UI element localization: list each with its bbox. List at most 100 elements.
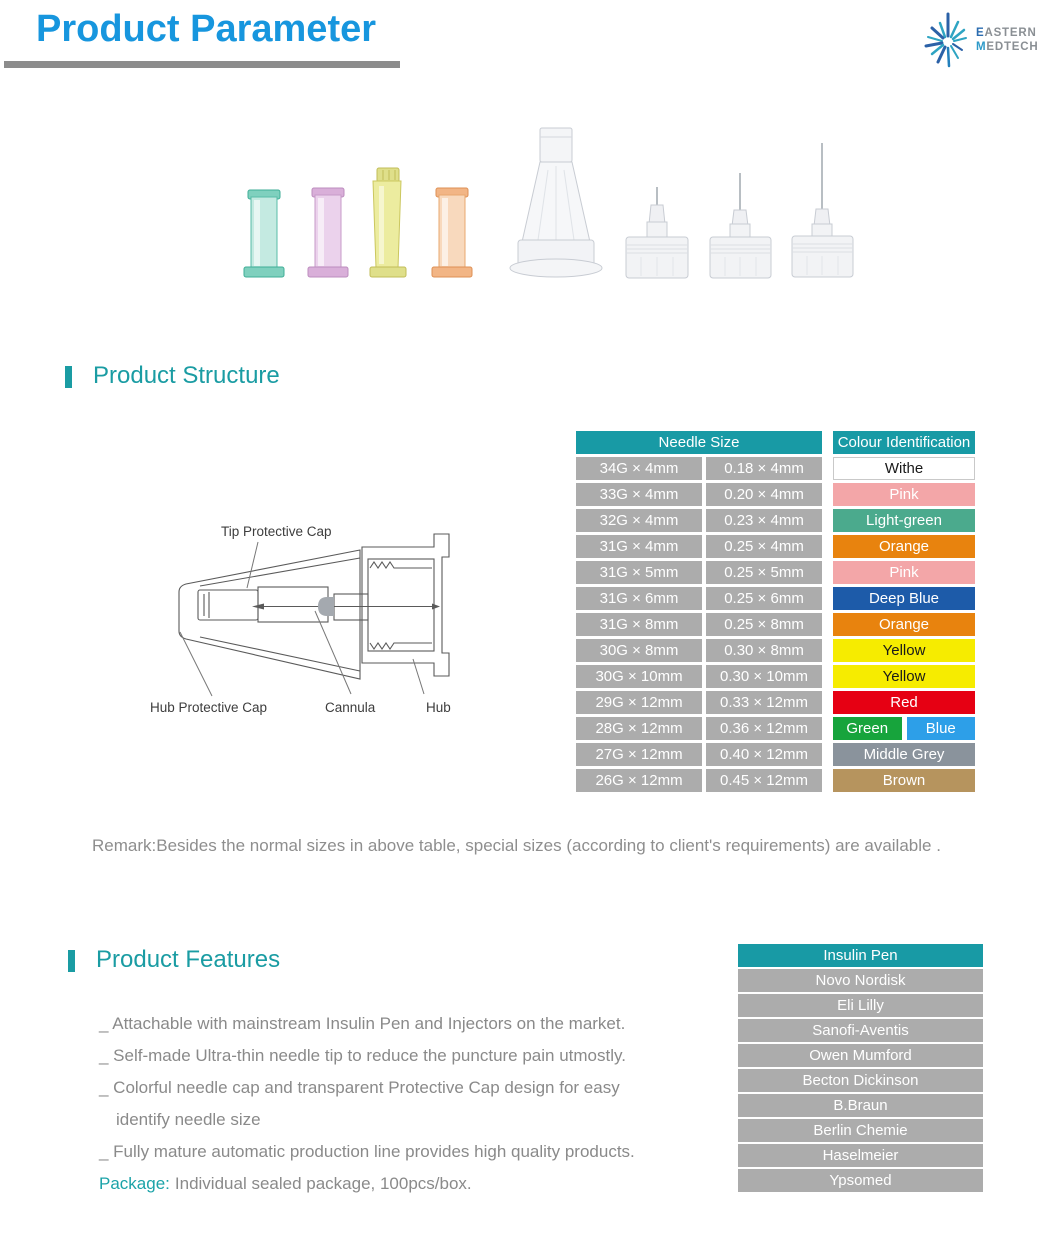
pen-needle-short: [625, 187, 689, 279]
insulin-pen-row: Haselmeier: [738, 1144, 983, 1167]
needle-size-header-cell: Needle Size: [576, 431, 822, 454]
needle-table-row: 28G × 12mm 0.36 × 12mm Green Blue: [576, 717, 976, 740]
colour-cells: Orange: [833, 613, 975, 636]
colour-cells: Orange: [833, 535, 975, 558]
needle-size-cell: 0.40 × 12mm: [706, 743, 822, 766]
insulin-pen-row: Ypsomed: [738, 1169, 983, 1192]
needle-size-cell: 0.33 × 12mm: [706, 691, 822, 714]
needle-size-table: Needle Size Colour Identification 34G × …: [576, 431, 976, 795]
structure-section-title: Product Structure: [93, 362, 280, 389]
feature-item: _ Self-made Ultra-thin needle tip to red…: [99, 1046, 626, 1065]
diagram-label-tip-cap: Tip Protective Cap: [221, 524, 332, 539]
insulin-pen-row: Owen Mumford: [738, 1044, 983, 1067]
needle-table-row: 27G × 12mm 0.40 × 12mm Middle Grey: [576, 743, 976, 766]
colour-cell: Light-green: [833, 509, 975, 532]
needle-gauge-cell: 30G × 8mm: [576, 639, 702, 662]
feature-items: _ Attachable with mainstream Insulin Pen…: [99, 1008, 719, 1168]
needle-cap-orange: [431, 187, 473, 278]
logo-starburst-icon: [924, 12, 967, 68]
colour-cells: Middle Grey: [833, 743, 975, 766]
needle-table-row: 30G × 10mm 0.30 × 10mm Yellow: [576, 665, 976, 688]
pen-needle-long: [791, 143, 854, 278]
needle-gauge-cell: 29G × 12mm: [576, 691, 702, 714]
colour-cell: Middle Grey: [833, 743, 975, 766]
colour-cells: Yellow: [833, 665, 975, 688]
colour-cell: Orange: [833, 535, 975, 558]
insulin-pen-table-rows: Novo Nordisk Eli Lilly Sanofi-Aventis Owen …: [738, 969, 983, 1192]
colour-cells: Pink: [833, 561, 975, 584]
package-line: Package: Individual sealed package, 100pc…: [99, 1168, 719, 1200]
heading-bar: [68, 950, 75, 972]
structure-section-heading: Product Structure: [65, 362, 280, 390]
colour-cells: Pink: [833, 483, 975, 506]
colour-cells: Deep Blue: [833, 587, 975, 610]
title-underline: [4, 61, 400, 68]
colour-cell: Blue: [906, 717, 975, 740]
remark-text: Remark:Besides the normal sizes in above…: [92, 836, 941, 855]
structure-diagram: Tip Protective Cap Hub Protective Cap Ca…: [150, 524, 451, 715]
insulin-pen-row: Novo Nordisk: [738, 969, 983, 992]
needle-table-row: 26G × 12mm 0.45 × 12mm Brown: [576, 769, 976, 792]
needle-table-row: 31G × 4mm 0.25 × 4mm Orange: [576, 535, 976, 558]
heading-bar: [65, 366, 72, 388]
colour-cells: Light-green: [833, 509, 975, 532]
needle-table-row: 29G × 12mm 0.33 × 12mm Red: [576, 691, 976, 714]
colour-cell: Red: [833, 691, 975, 714]
colour-cell: Green: [833, 717, 902, 740]
needle-cap-yellow: [369, 167, 407, 278]
insulin-pen-row: Eli Lilly: [738, 994, 983, 1017]
colour-cells: Withe: [833, 457, 975, 480]
needle-gauge-cell: 30G × 10mm: [576, 665, 702, 688]
colour-cell: Pink: [833, 483, 975, 506]
logo-graphic: EASTERN MEDTECH: [924, 12, 1038, 68]
needle-cap-pink: [307, 187, 349, 278]
colour-cell: Deep Blue: [833, 587, 975, 610]
colour-cell: Orange: [833, 613, 975, 636]
feature-item: _ Colorful needle cap and transparent Pr…: [99, 1078, 620, 1097]
needle-size-cell: 0.25 × 4mm: [706, 535, 822, 558]
colour-cell: Pink: [833, 561, 975, 584]
pen-needle-medium: [709, 173, 772, 279]
colour-cell: Yellow: [833, 639, 975, 662]
needle-table-row: 31G × 6mm 0.25 × 6mm Deep Blue: [576, 587, 976, 610]
needle-gauge-cell: 32G × 4mm: [576, 509, 702, 532]
diagram-label-cannula: Cannula: [325, 700, 376, 715]
logo-text-medtech: MEDTECH: [976, 41, 1038, 53]
insulin-pen-table: Insulin Pen Novo Nordisk Eli Lilly Sanofi-…: [738, 944, 983, 1194]
logo-text-eastern: EASTERN: [976, 27, 1037, 39]
insulin-pen-row: B.Braun: [738, 1094, 983, 1117]
feature-item: identify needle size: [116, 1110, 261, 1129]
diagram-label-hub: Hub: [426, 700, 451, 715]
company-logo: EASTERN MEDTECH: [918, 2, 1058, 80]
feature-item: _ Fully mature automatic production line…: [99, 1142, 635, 1161]
needle-size-cell: 0.30 × 8mm: [706, 639, 822, 662]
needle-gauge-cell: 34G × 4mm: [576, 457, 702, 480]
needle-gauge-cell: 31G × 6mm: [576, 587, 702, 610]
needle-gauge-cell: 31G × 4mm: [576, 535, 702, 558]
needle-size-cell: 0.30 × 10mm: [706, 665, 822, 688]
colour-cell: Withe: [833, 457, 975, 480]
insulin-pen-row: Berlin Chemie: [738, 1119, 983, 1142]
needle-table-rows: 34G × 4mm 0.18 × 4mm Withe 33G × 4mm 0.20 × …: [576, 457, 976, 792]
needle-gauge-cell: 28G × 12mm: [576, 717, 702, 740]
needle-gauge-cell: 27G × 12mm: [576, 743, 702, 766]
needle-table-header: Needle Size Colour Identification: [576, 431, 976, 454]
needle-size-cell: 0.45 × 12mm: [706, 769, 822, 792]
needle-gauge-cell: 31G × 8mm: [576, 613, 702, 636]
colour-cell: Yellow: [833, 665, 975, 688]
product-photos: [243, 127, 854, 279]
colour-identification-header-cell: Colour Identification: [833, 431, 975, 454]
diagram-label-hub-cap: Hub Protective Cap: [150, 700, 267, 715]
insulin-pen-row: Becton Dickinson: [738, 1069, 983, 1092]
needle-table-row: 33G × 4mm 0.20 × 4mm Pink: [576, 483, 976, 506]
insulin-pen-row: Sanofi-Aventis: [738, 1019, 983, 1042]
needle-size-cell: 0.25 × 8mm: [706, 613, 822, 636]
package-label: Package:: [99, 1174, 170, 1193]
page-title: Product Parameter: [36, 8, 377, 50]
needle-size-cell: 0.18 × 4mm: [706, 457, 822, 480]
needle-size-cell: 0.25 × 5mm: [706, 561, 822, 584]
feature-item: _ Attachable with mainstream Insulin Pen…: [99, 1014, 626, 1033]
colour-cells: Red: [833, 691, 975, 714]
needle-size-cell: 0.25 × 6mm: [706, 587, 822, 610]
colour-cells: Brown: [833, 769, 975, 792]
